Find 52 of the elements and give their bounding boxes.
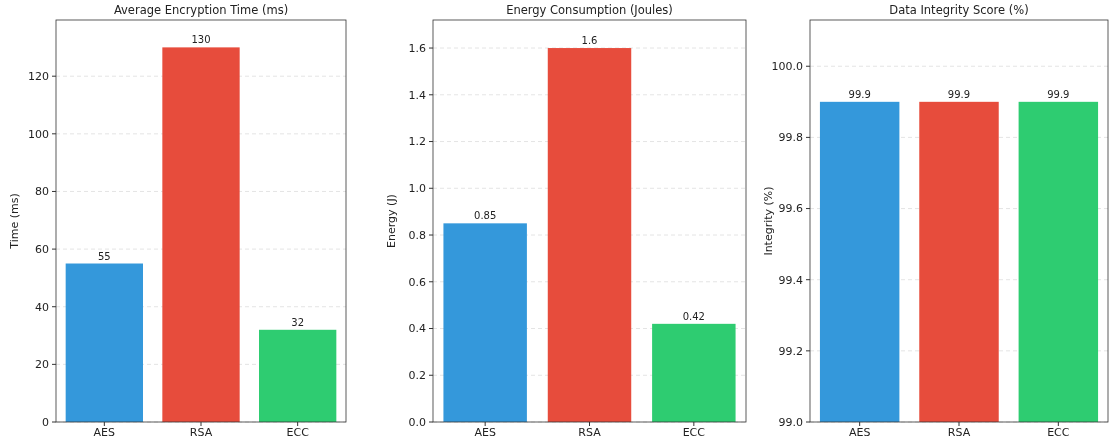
y-tick-label: 1.4 <box>408 88 426 102</box>
x-tick-label: ECC <box>286 426 310 439</box>
y-tick-label: 99.0 <box>778 415 803 429</box>
y-tick-label: 1.6 <box>408 41 426 55</box>
y-tick-label: 20 <box>35 358 49 372</box>
y-tick-label: 100.0 <box>771 60 803 74</box>
chart-title: Average Encryption Time (ms) <box>113 3 289 17</box>
y-tick-label: 0.4 <box>408 322 426 336</box>
x-tick-label: RSA <box>189 426 213 439</box>
y-tick-label: 120 <box>28 70 49 84</box>
x-tick-label: ECC <box>682 426 706 439</box>
y-tick-label: 99.2 <box>778 344 803 358</box>
bar <box>547 48 632 422</box>
x-tick-label: RSA <box>578 426 602 439</box>
data-label: 130 <box>191 34 211 46</box>
y-tick-label: 0.0 <box>408 415 426 429</box>
chart-title: Energy Consumption (Joules) <box>506 3 673 17</box>
y-tick-label: 0.6 <box>408 275 426 289</box>
bar <box>652 323 736 422</box>
data-label: 32 <box>291 316 305 328</box>
y-tick-label: 99.4 <box>778 273 803 287</box>
bar <box>162 47 240 422</box>
x-tick-label: AES <box>848 426 871 439</box>
data-label: 0.85 <box>474 210 497 222</box>
x-tick-label: AES <box>93 426 116 439</box>
data-label: 1.6 <box>581 35 598 47</box>
y-tick-label: 60 <box>35 242 49 256</box>
y-tick-label: 1.0 <box>408 182 426 196</box>
x-tick-label: RSA <box>947 426 971 439</box>
y-tick-label: 40 <box>35 300 49 314</box>
y-tick-label: 0 <box>42 415 49 429</box>
bar <box>443 223 527 422</box>
y-tick-label: 100 <box>28 127 49 141</box>
data-label: 55 <box>97 250 111 262</box>
data-label: 99.9 <box>848 88 871 100</box>
y-axis-title: Integrity (%) <box>762 186 775 256</box>
y-tick-label: 80 <box>35 185 49 199</box>
data-label: 0.42 <box>682 310 705 322</box>
bar <box>259 329 337 422</box>
chart-title: Data Integrity Score (%) <box>889 3 1029 17</box>
y-tick-label: 99.8 <box>778 131 803 145</box>
y-tick-label: 99.6 <box>778 202 803 216</box>
data-label: 99.9 <box>1047 88 1070 100</box>
y-tick-label: 0.2 <box>408 369 426 383</box>
data-label: 99.9 <box>947 88 971 100</box>
y-tick-label: 0.8 <box>408 228 426 242</box>
x-tick-label: AES <box>474 426 496 439</box>
bar <box>65 263 143 422</box>
y-axis-title: Energy (J) <box>385 194 398 248</box>
y-axis-title: Time (ms) <box>8 193 21 250</box>
y-tick-label: 1.2 <box>408 135 426 149</box>
x-tick-label: ECC <box>1047 426 1070 439</box>
